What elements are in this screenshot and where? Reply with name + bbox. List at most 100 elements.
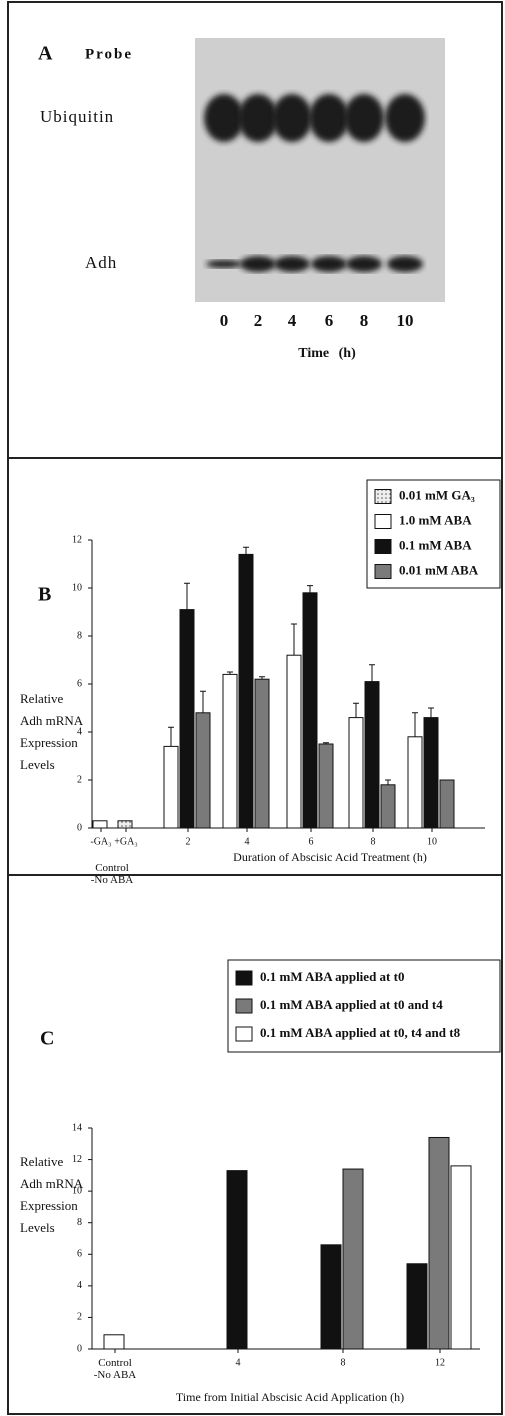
error-bar bbox=[385, 780, 391, 785]
y-tick-label: 2 bbox=[77, 774, 82, 785]
y-axis-title: Levels bbox=[20, 757, 55, 772]
x-tick-label: 8 bbox=[341, 1357, 346, 1368]
y-axis-title: Levels bbox=[20, 1220, 55, 1235]
bar bbox=[255, 679, 269, 828]
y-tick-label: 14 bbox=[72, 1122, 82, 1133]
y-tick-label: 4 bbox=[77, 1280, 82, 1291]
y-axis-title: Expression bbox=[20, 735, 78, 750]
probe-title: Probe bbox=[85, 46, 133, 62]
x-tick-label: 8 bbox=[371, 836, 376, 847]
x-tick-label: 6 bbox=[309, 836, 314, 847]
legend-label: 1.0 mM ABA bbox=[399, 512, 472, 527]
lane-label: 0 bbox=[220, 311, 229, 330]
bar bbox=[93, 821, 107, 828]
y-tick-label: 2 bbox=[77, 1312, 82, 1323]
lane-label: 10 bbox=[397, 311, 414, 330]
x-tick-label: +GA₃ bbox=[114, 836, 138, 847]
y-tick-label: 6 bbox=[77, 678, 82, 689]
y-tick-label: 6 bbox=[77, 1249, 82, 1260]
bar bbox=[104, 1335, 124, 1349]
bar bbox=[381, 785, 395, 828]
error-bar bbox=[307, 586, 313, 593]
y-axis-title: Expression bbox=[20, 1198, 78, 1213]
error-bar bbox=[428, 708, 434, 718]
y-tick-label: 10 bbox=[72, 582, 82, 593]
bar bbox=[365, 682, 379, 828]
y-tick-label: 8 bbox=[77, 630, 82, 641]
chart: A Probe Ubiquitin Adh 0 2 4 6 8 10 Time (h) B 0 2 4 6 8 1… bbox=[0, 0, 505, 1416]
y-tick-label: 8 bbox=[77, 1217, 82, 1228]
bar bbox=[319, 744, 333, 828]
y-axis-title: Adh mRNA bbox=[20, 713, 84, 728]
row-label: Adh bbox=[85, 253, 117, 272]
legend-swatch bbox=[375, 565, 391, 579]
bar bbox=[408, 737, 422, 828]
bar bbox=[164, 746, 178, 828]
figure: A Probe Ubiquitin Adh 0 2 4 6 8 10 Time (h) B 0 2 4 6 8 1… bbox=[0, 0, 505, 1416]
bar bbox=[227, 1171, 247, 1349]
band bbox=[387, 256, 423, 272]
y-tick-label: 12 bbox=[72, 534, 82, 545]
band bbox=[206, 260, 242, 268]
legend-label: 0.1 mM ABA applied at t0 bbox=[260, 969, 404, 984]
x-axis-title: Time from Initial Abscisic Acid Applicat… bbox=[176, 1390, 404, 1404]
bar bbox=[451, 1166, 471, 1349]
bar bbox=[180, 610, 194, 828]
legend-label: 0.01 mM GA₃ bbox=[399, 487, 475, 502]
lane-label: 4 bbox=[288, 311, 297, 330]
panel-label: C bbox=[40, 1028, 54, 1050]
band bbox=[344, 94, 384, 142]
row-label: Ubiquitin bbox=[40, 107, 114, 126]
y-axis-title: Adh mRNA bbox=[20, 1176, 84, 1191]
legend-swatch bbox=[375, 490, 391, 504]
x-axis-title: Time (h) bbox=[298, 346, 356, 361]
band bbox=[385, 94, 425, 142]
bar bbox=[321, 1245, 341, 1349]
bar bbox=[223, 674, 237, 828]
bar bbox=[407, 1264, 427, 1349]
x-tick-label: 10 bbox=[427, 836, 437, 847]
x-tick-label: -GA₃ bbox=[90, 836, 111, 847]
panel-label: B bbox=[38, 584, 51, 606]
bar bbox=[118, 821, 132, 828]
band bbox=[346, 256, 382, 272]
error-bar bbox=[353, 703, 359, 717]
x-axis-title: Duration of Abscisic Acid Treatment (h) bbox=[233, 850, 427, 864]
legend-swatch bbox=[236, 999, 252, 1013]
y-axis-title: Relative bbox=[20, 691, 64, 706]
y-tick-label: 0 bbox=[77, 1343, 82, 1354]
legend-swatch bbox=[236, 1027, 252, 1041]
bar bbox=[429, 1137, 449, 1349]
error-bar bbox=[168, 727, 174, 746]
bar bbox=[239, 554, 253, 828]
error-bar bbox=[291, 624, 297, 655]
error-bar bbox=[184, 583, 190, 609]
y-tick-label: 12 bbox=[72, 1154, 82, 1165]
bar bbox=[196, 713, 210, 828]
group-label: Control -No ABA bbox=[72, 862, 152, 886]
bar bbox=[343, 1169, 363, 1349]
y-tick-label: 0 bbox=[77, 822, 82, 833]
legend-swatch bbox=[375, 540, 391, 554]
x-tick-label: 12 bbox=[435, 1357, 445, 1368]
lane-label: 2 bbox=[254, 311, 263, 330]
legend-swatch bbox=[375, 515, 391, 529]
x-tick-label: 4 bbox=[245, 836, 250, 847]
band bbox=[309, 94, 349, 142]
legend-label: 0.01 mM ABA bbox=[399, 562, 479, 577]
bar bbox=[287, 655, 301, 828]
band bbox=[240, 256, 276, 272]
panel-label: A bbox=[38, 43, 53, 65]
legend-label: 0.1 mM ABA applied at t0, t4 and t8 bbox=[260, 1025, 461, 1040]
x-tick-label: Control -No ABA bbox=[75, 1357, 155, 1381]
bar bbox=[303, 593, 317, 828]
legend-swatch bbox=[236, 971, 252, 985]
band bbox=[274, 256, 310, 272]
lane-label: 6 bbox=[325, 311, 334, 330]
bar bbox=[440, 780, 454, 828]
x-tick-label: 2 bbox=[186, 836, 191, 847]
panel-border bbox=[8, 875, 502, 1414]
bar bbox=[424, 718, 438, 828]
error-bar bbox=[369, 665, 375, 682]
bar bbox=[349, 718, 363, 828]
